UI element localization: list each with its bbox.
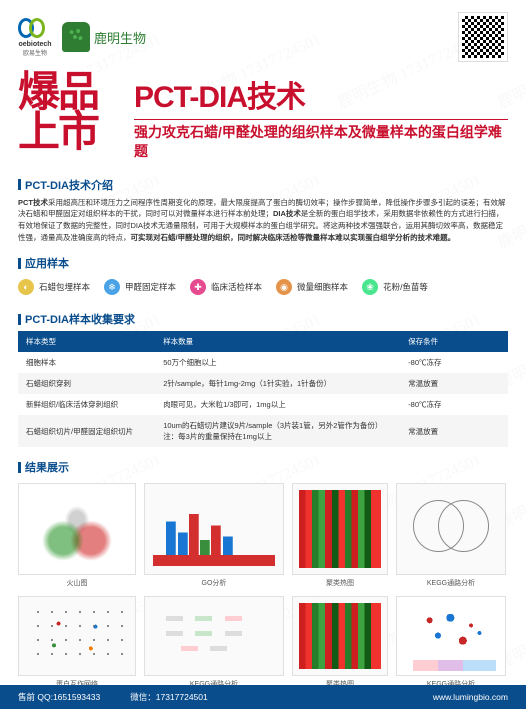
sample-item: ◉ 微量细胞样本 — [276, 279, 348, 295]
table-header: 保存条件 — [400, 331, 508, 352]
table-cell: 新鲜组织/临床活体穿刺组织 — [18, 394, 155, 415]
table-cell: 肉眼可见，大米粒1/3即可，1mg以上 — [155, 394, 400, 415]
sample-icon: ✚ — [190, 279, 206, 295]
burst-badge: 爆品 上市 — [18, 72, 126, 161]
table-header: 样本类型 — [18, 331, 155, 352]
results-grid: 火山图GO分析聚类热图KEGG通路分析蛋白互作网络KEGG通路分析聚类热图KEG… — [18, 479, 508, 689]
chart-box: KEGG通路分析 — [144, 596, 284, 689]
hero-subtitle: 强力攻克石蜡/甲醛处理的组织样本及微量样本的蛋白组学难题 — [134, 123, 508, 161]
requirements-table: 样本类型样本数量保存条件细胞样本50万个细胞以上-80℃冻存石蜡组织穿刺2针/s… — [18, 331, 508, 447]
sample-icon: ◐ — [18, 279, 34, 295]
sample-icon: ❄ — [104, 279, 120, 295]
table-row: 细胞样本50万个细胞以上-80℃冻存 — [18, 352, 508, 373]
footer-website: www.lumingbio.com — [433, 692, 508, 702]
table-header: 样本数量 — [155, 331, 400, 352]
header: oebiotech 欧易生物 鹿明生物 — [0, 0, 526, 68]
chart-box: GO分析 — [144, 483, 284, 588]
sample-item: ◐ 石蜡包埋样本 — [18, 279, 90, 295]
footer-bar: 售前 QQ:1651593433 微信：17317724501 www.lumi… — [0, 685, 526, 709]
table-section: PCT-DIA样本收集要求 样本类型样本数量保存条件细胞样本50万个细胞以上-8… — [0, 305, 526, 453]
hero-block: 爆品 上市 PCT-DIA技术 强力攻克石蜡/甲醛处理的组织样本及微量样本的蛋白… — [0, 68, 526, 171]
table-cell: -80℃冻存 — [400, 394, 508, 415]
oe-rings-icon — [18, 18, 52, 40]
results-title: 结果展示 — [18, 459, 508, 475]
hero-divider — [134, 119, 508, 120]
logo-luming: 鹿明生物 — [62, 22, 146, 52]
chart-heatmap — [292, 483, 388, 575]
intro-section: PCT-DIA技术介绍 PCT技术采用超高压和环境压力之间程序性周期变化的原理，… — [0, 171, 526, 250]
table-cell: 10um的石蜡切片建议9片/sample（3片装1管，另外2管作为备份）注：每3… — [155, 415, 400, 447]
sample-label: 花粉/鱼苗等 — [383, 281, 428, 293]
sample-label: 甲醛固定样本 — [125, 281, 176, 293]
intro-body: PCT技术采用超高压和环境压力之间程序性周期变化的原理，最大限度提高了蛋白的酶切… — [18, 197, 508, 244]
footer-qq: 售前 QQ:1651593433 — [18, 691, 100, 703]
chart-heatmap — [292, 596, 388, 676]
chart-venn — [396, 483, 506, 575]
chart-box: 聚类热图 — [292, 596, 388, 689]
chart-box: KEGG通路分析 — [396, 596, 506, 689]
table-row: 石蜡组织切片/甲醛固定组织切片10um的石蜡切片建议9片/sample（3片装1… — [18, 415, 508, 447]
burst-line1: 爆品 — [18, 72, 126, 112]
sample-item: ✚ 临床活检样本 — [190, 279, 262, 295]
oe-cn-text: 欧易生物 — [23, 48, 47, 57]
sample-icon: ◉ — [276, 279, 292, 295]
samples-row: ◐ 石蜡包埋样本 ❄ 甲醛固定样本 ✚ 临床活检样本 ◉ 微量细胞样本 ❀ 花粉/鱼苗等 — [18, 275, 508, 299]
chart-kegg-path — [144, 596, 284, 676]
results-section: 结果展示 火山图GO分析聚类热图KEGG通路分析蛋白互作网络KEGG通路分析聚类… — [0, 453, 526, 695]
chart-box: 蛋白互作网络 — [18, 596, 136, 689]
tree-icon — [62, 22, 90, 52]
table-cell: 常温放置 — [400, 373, 508, 394]
chart-volcano — [18, 483, 136, 575]
chart-box: 聚类热图 — [292, 483, 388, 588]
chart-label: KEGG通路分析 — [427, 578, 475, 588]
burst-line2: 上市 — [18, 112, 126, 152]
table-cell: 2针/sample，每针1mg-2mg（1针实验，1针备份） — [155, 373, 400, 394]
table-cell: 常温放置 — [400, 415, 508, 447]
chart-box: KEGG通路分析 — [396, 483, 506, 588]
table-cell: 石蜡组织切片/甲醛固定组织切片 — [18, 415, 155, 447]
table-title: PCT-DIA样本收集要求 — [18, 311, 508, 327]
table-row: 新鲜组织/临床活体穿刺组织肉眼可见，大米粒1/3即可，1mg以上-80℃冻存 — [18, 394, 508, 415]
logo-oebiotech: oebiotech 欧易生物 — [18, 18, 52, 57]
intro-title: PCT-DIA技术介绍 — [18, 177, 508, 193]
oe-en-text: oebiotech — [18, 41, 51, 48]
chart-kegg-bubble — [396, 596, 506, 676]
samples-section: 应用样本 ◐ 石蜡包埋样本 ❄ 甲醛固定样本 ✚ 临床活检样本 ◉ 微量细胞样本 ❀ 花粉/鱼苗等 — [0, 249, 526, 305]
luming-text: 鹿明生物 — [94, 28, 146, 47]
sample-item: ❀ 花粉/鱼苗等 — [362, 279, 428, 295]
sample-label: 临床活检样本 — [211, 281, 262, 293]
table-cell: 细胞样本 — [18, 352, 155, 373]
sample-label: 微量细胞样本 — [297, 281, 348, 293]
table-cell: -80℃冻存 — [400, 352, 508, 373]
sample-item: ❄ 甲醛固定样本 — [104, 279, 176, 295]
chart-label: 聚类热图 — [326, 578, 354, 588]
hero-title: PCT-DIA技术 — [134, 72, 508, 116]
sample-icon: ❀ — [362, 279, 378, 295]
table-row: 石蜡组织穿刺2针/sample，每针1mg-2mg（1针实验，1针备份）常温放置 — [18, 373, 508, 394]
table-cell: 50万个细胞以上 — [155, 352, 400, 373]
samples-title: 应用样本 — [18, 255, 508, 271]
footer-wechat: 微信：17317724501 — [130, 691, 208, 703]
chart-go-chart — [144, 483, 284, 575]
chart-label: GO分析 — [202, 578, 227, 588]
chart-box: 火山图 — [18, 483, 136, 588]
table-cell: 石蜡组织穿刺 — [18, 373, 155, 394]
qr-code — [458, 12, 508, 62]
chart-network — [18, 596, 136, 676]
sample-label: 石蜡包埋样本 — [39, 281, 90, 293]
chart-label: 火山图 — [67, 578, 88, 588]
